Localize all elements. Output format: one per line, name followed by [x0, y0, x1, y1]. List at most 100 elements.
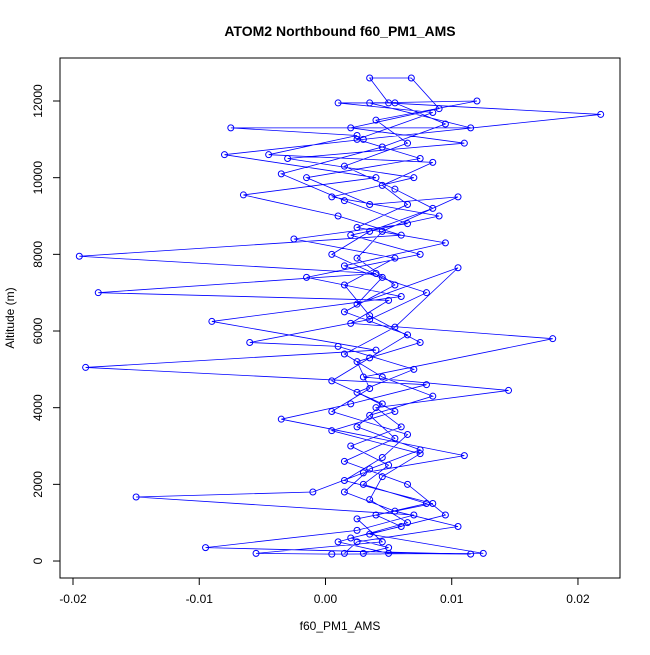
data-point — [435, 212, 443, 220]
chart-title: ATOM2 Northbound f60_PM1_AMS — [224, 23, 455, 39]
data-point — [441, 511, 449, 519]
plot-frame — [59, 57, 621, 579]
data-point — [366, 312, 374, 320]
data-point — [328, 408, 336, 416]
data-point — [309, 488, 317, 496]
data-point — [454, 193, 462, 201]
data-point — [391, 434, 399, 442]
data-point — [353, 423, 361, 431]
data-point — [378, 538, 386, 546]
data-point — [202, 544, 210, 552]
data-point — [404, 480, 412, 488]
data-point — [404, 519, 412, 527]
data-point — [410, 174, 418, 182]
data-point — [422, 381, 430, 389]
data-point — [429, 392, 437, 400]
data-point — [359, 549, 367, 557]
data-point — [353, 254, 361, 262]
data-point — [353, 526, 361, 534]
data-point — [479, 549, 487, 557]
data-point — [385, 549, 393, 557]
data-point — [397, 293, 405, 301]
y-tick-label: 6000 — [31, 317, 45, 344]
data-point — [435, 105, 443, 113]
data-point — [404, 331, 412, 339]
data-point — [416, 446, 424, 454]
data-point — [340, 162, 348, 170]
data-point — [290, 235, 298, 243]
y-tick-label: 8000 — [31, 241, 45, 268]
y-axis-label: Altitude (m) — [3, 287, 17, 348]
x-tick-label: 0.02 — [566, 592, 590, 606]
data-point — [340, 549, 348, 557]
data-point — [75, 252, 83, 260]
data-point — [347, 231, 355, 239]
data-point — [277, 415, 285, 423]
data-point — [220, 151, 228, 159]
x-tick-label: 0.00 — [314, 592, 338, 606]
data-point — [340, 488, 348, 496]
data-point — [460, 139, 468, 147]
data-point — [366, 465, 374, 473]
data-point — [391, 254, 399, 262]
data-point — [422, 289, 430, 297]
data-point — [334, 99, 342, 107]
data-point — [429, 158, 437, 166]
data-point — [353, 515, 361, 523]
data-point — [353, 132, 361, 140]
data-point — [353, 224, 361, 232]
y-tick-label: 2000 — [31, 471, 45, 498]
data-point — [366, 385, 374, 393]
data-point — [340, 477, 348, 485]
data-point — [328, 427, 336, 435]
data-point — [416, 450, 424, 458]
data-point — [340, 308, 348, 316]
data-point — [378, 143, 386, 151]
data-point — [378, 273, 386, 281]
data-point — [378, 373, 386, 381]
data-point — [416, 339, 424, 347]
data-point — [366, 496, 374, 504]
data-point — [391, 99, 399, 107]
data-point — [366, 201, 374, 209]
data-point — [407, 74, 415, 82]
data-point — [353, 388, 361, 396]
x-tick-label: -0.01 — [186, 592, 214, 606]
data-point — [372, 404, 380, 412]
data-point — [441, 239, 449, 247]
data-point — [391, 323, 399, 331]
data-point — [372, 346, 380, 354]
data-point — [347, 319, 355, 327]
data-point — [359, 469, 367, 477]
data-point — [397, 423, 405, 431]
data-point — [132, 493, 140, 501]
data-point — [391, 408, 399, 416]
data-point — [467, 124, 475, 132]
x-tick-label: -0.02 — [59, 592, 87, 606]
data-point — [404, 201, 412, 209]
y-tick-label: 4000 — [31, 394, 45, 421]
data-point — [460, 452, 468, 460]
data-point — [429, 500, 437, 508]
data-point — [340, 457, 348, 465]
data-point — [372, 511, 380, 519]
data-point — [473, 97, 481, 105]
data-point — [385, 296, 393, 304]
data-point — [366, 354, 374, 362]
data-point — [505, 386, 513, 394]
data-point — [334, 212, 342, 220]
data-point — [328, 377, 336, 385]
data-point — [208, 317, 216, 325]
data-point — [410, 365, 418, 373]
data-point — [372, 116, 380, 124]
data-point — [340, 281, 348, 289]
data-point — [378, 181, 386, 189]
data-point — [404, 431, 412, 439]
data-point — [353, 135, 361, 143]
data-point — [366, 99, 374, 107]
data-point — [303, 273, 311, 281]
data-point — [378, 400, 386, 408]
data-point — [366, 74, 374, 82]
data-point — [416, 250, 424, 258]
